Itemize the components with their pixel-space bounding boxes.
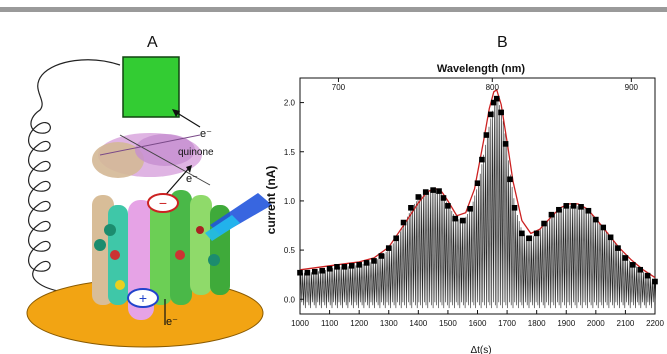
panel-b-chart: Wavelength (nm) current (nA) Δt(s) 1000 1…	[264, 63, 664, 354]
coiled-wire-icon	[28, 59, 121, 292]
data-point	[415, 194, 422, 200]
y-tick-label: 1.5	[284, 148, 296, 157]
data-point	[422, 189, 429, 195]
x-tick-label: 2200	[646, 319, 664, 328]
x-axis-title: Δt(s)	[470, 345, 491, 354]
y-tick-label: 0.0	[284, 295, 296, 304]
y-tick-label: 1.0	[284, 197, 296, 206]
data-point	[593, 216, 599, 223]
y-tick-label: 2.0	[284, 99, 296, 108]
data-point	[607, 234, 614, 241]
data-point	[622, 255, 629, 261]
top-rule	[0, 7, 667, 12]
panel-b-label: B	[497, 34, 508, 51]
data-point	[393, 235, 399, 242]
data-point	[348, 263, 355, 269]
data-point	[578, 204, 584, 210]
x-tick-label: 2000	[587, 319, 605, 328]
x-tick-label: 2100	[617, 319, 635, 328]
data-point	[498, 109, 504, 116]
electron-arrow-electrode	[173, 110, 201, 128]
x-tick-label: 1400	[409, 319, 427, 328]
data-point	[436, 188, 442, 194]
data-point	[526, 235, 533, 242]
quinone-label: quinone	[178, 147, 214, 158]
y-tick-label: 0.5	[284, 246, 296, 255]
data-point	[644, 272, 651, 279]
x2-tick-label: 800	[486, 83, 500, 92]
data-point	[452, 215, 459, 222]
electron-label-mid: e⁻	[186, 173, 198, 185]
electrode-block-icon	[122, 56, 180, 118]
x-tick-label: 1900	[557, 319, 575, 328]
data-point	[541, 220, 547, 227]
x2-tick-label: 900	[625, 83, 639, 92]
data-point	[311, 268, 318, 275]
svg-text:−: −	[159, 195, 167, 211]
data-point	[297, 269, 303, 276]
data-point	[371, 258, 377, 264]
positive-charge-icon	[127, 288, 159, 308]
data-point	[548, 211, 555, 218]
data-point	[637, 266, 644, 273]
data-point	[652, 278, 658, 285]
data-point	[430, 187, 436, 193]
panel-a-illustration: e⁻ quinone e⁻ e⁻ − +	[26, 56, 272, 348]
data-point	[615, 245, 621, 251]
data-point	[341, 264, 348, 270]
data-point	[400, 219, 407, 226]
x-tick-label: 1100	[321, 319, 339, 328]
data-point	[519, 230, 525, 237]
data-point	[326, 265, 333, 272]
oscillating-trace	[299, 99, 657, 309]
data-point	[363, 260, 370, 266]
x-tick-label: 1300	[380, 319, 398, 328]
data-point	[600, 224, 607, 231]
x-tick-label: 1800	[528, 319, 546, 328]
data-point	[563, 203, 570, 209]
data-point	[490, 99, 497, 106]
x-tick-label: 1500	[439, 319, 457, 328]
data-point	[479, 156, 485, 163]
data-point	[585, 207, 592, 214]
data-point	[356, 262, 362, 268]
data-point	[474, 180, 481, 187]
x-tick-label: 1200	[350, 319, 368, 328]
data-point	[408, 205, 414, 211]
x2-axis-title: Wavelength (nm)	[437, 63, 526, 75]
y-axis-title: current (nA)	[264, 166, 278, 235]
data-point	[507, 176, 513, 183]
data-point	[319, 267, 325, 274]
data-point	[304, 269, 311, 276]
data-point	[488, 111, 494, 118]
panel-a-label: A	[147, 34, 158, 51]
svg-text:+: +	[139, 290, 147, 306]
data-point	[570, 203, 577, 209]
negative-charge-icon	[147, 193, 179, 213]
data-point	[533, 230, 540, 237]
data-point	[511, 205, 518, 211]
plot-content	[297, 88, 658, 309]
data-point	[502, 141, 509, 147]
data-point	[378, 253, 385, 259]
x2-tick-label: 700	[332, 83, 346, 92]
data-point	[630, 262, 636, 268]
x-tick-label: 1700	[498, 319, 516, 328]
electron-label-bottom: e⁻	[166, 316, 178, 328]
electron-label-top: e⁻	[200, 128, 212, 140]
data-point	[556, 206, 562, 213]
data-point	[467, 205, 473, 212]
data-point	[493, 95, 500, 102]
tick-layer: 1000 1100 1200 1300 1400 1500 1600 1700 1800 1900…	[284, 78, 664, 328]
x-tick-label: 1600	[469, 319, 487, 328]
data-point	[440, 195, 447, 201]
data-point	[459, 217, 466, 224]
x-tick-label: 1000	[291, 319, 309, 328]
data-point	[334, 264, 340, 270]
data-point	[385, 245, 392, 251]
data-point	[483, 132, 490, 138]
data-point	[445, 203, 451, 209]
